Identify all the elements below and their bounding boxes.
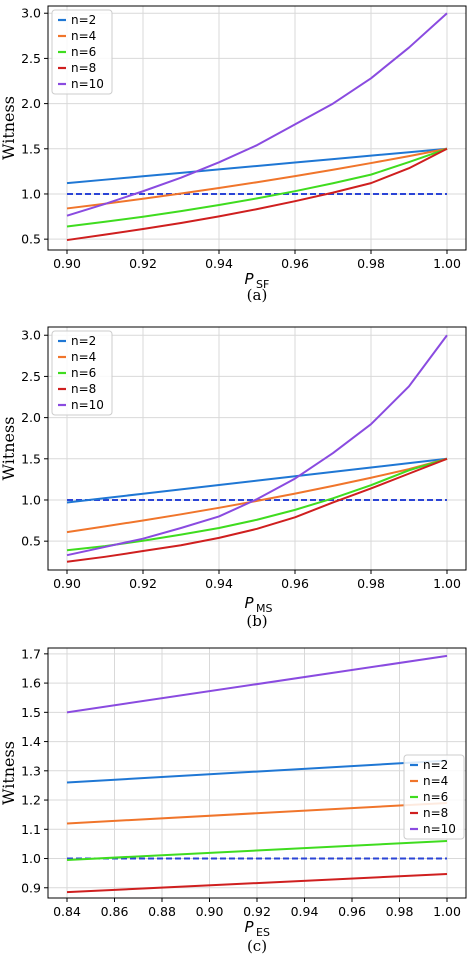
legend: n=2 n=4 n=6 n=8 n=10 xyxy=(403,754,465,840)
plot-frame xyxy=(47,326,467,571)
legend-label: n=2 xyxy=(71,13,96,27)
x-axis-label-subscript: MS xyxy=(256,602,272,615)
y-tick-label: 1.6 xyxy=(21,676,41,691)
legend-label: n=6 xyxy=(71,366,96,380)
x-tick-label: 1.00 xyxy=(433,904,461,919)
x-axis-label-subscript: SF xyxy=(256,278,269,291)
x-tick-label: 1.00 xyxy=(433,576,461,591)
x-tick-label: 0.98 xyxy=(386,904,414,919)
series-line-n-2 xyxy=(66,457,448,504)
series-line-n-6 xyxy=(66,839,448,861)
chart-panel-b: 0.90 0.92 0.94 0.96 0.98 1.00 0.5 1.0 1.5 2.0 2.5 3… xyxy=(0,326,467,630)
y-tick-label: 0.5 xyxy=(21,232,41,247)
panel-caption: (b) xyxy=(246,612,267,630)
y-tick-label: 1.5 xyxy=(21,705,41,720)
x-axis-label-subscript: ES xyxy=(256,926,270,939)
y-tick-label: 1.7 xyxy=(21,646,41,661)
x-tick-label: 0.84 xyxy=(53,904,81,919)
x-tick-label: 0.94 xyxy=(205,256,233,271)
legend-label: n=2 xyxy=(71,334,96,348)
panel-caption: (a) xyxy=(247,286,268,304)
x-tick-label: 0.92 xyxy=(129,256,157,271)
x-tick-label: 0.90 xyxy=(53,256,81,271)
plot-frame xyxy=(47,647,467,899)
legend-box xyxy=(403,754,465,840)
x-tick-label: 0.88 xyxy=(148,904,176,919)
series-line-n-4 xyxy=(66,457,448,534)
x-tick-label: 0.98 xyxy=(357,576,385,591)
y-tick-label: 1.4 xyxy=(21,734,41,749)
legend-label: n=6 xyxy=(423,790,448,804)
y-tick-label: 3.0 xyxy=(21,328,41,343)
legend-label: n=8 xyxy=(423,806,448,820)
legend-label: n=8 xyxy=(71,382,96,396)
x-axis-label: P xyxy=(244,918,254,936)
chart-panel-c: 0.84 0.86 0.88 0.90 0.92 0.94 0.96 0.98 1.00 0.9 1… xyxy=(0,646,467,955)
y-tick-label: 3.0 xyxy=(21,6,41,21)
legend-box xyxy=(51,9,113,95)
x-tick-label: 0.92 xyxy=(243,904,271,919)
y-tick-label: 1.0 xyxy=(21,492,41,507)
y-tick-label: 1.5 xyxy=(21,451,41,466)
y-tick-label: 2.0 xyxy=(21,410,41,425)
y-tick-label: 2.5 xyxy=(21,51,41,66)
y-tick-label: 2.0 xyxy=(21,96,41,111)
y-tick-label: 1.1 xyxy=(21,822,41,837)
x-tick-label: 0.96 xyxy=(281,576,309,591)
x-tick-label: 0.90 xyxy=(53,576,81,591)
x-tick-label: 0.90 xyxy=(196,904,224,919)
legend-label: n=8 xyxy=(71,61,96,75)
series-line-n-10 xyxy=(66,334,448,557)
y-tick-label: 1.0 xyxy=(21,851,41,866)
legend-label: n=10 xyxy=(423,822,456,836)
series-line-n-4 xyxy=(66,801,448,825)
series-line-n-2 xyxy=(66,147,448,185)
y-tick-label: 1.5 xyxy=(21,141,41,156)
legend-label: n=4 xyxy=(423,774,448,788)
x-tick-label: 1.00 xyxy=(433,256,461,271)
y-tick-label: 2.5 xyxy=(21,369,41,384)
y-axis-label: Witness xyxy=(0,741,18,805)
x-tick-label: 0.92 xyxy=(129,576,157,591)
legend-label: n=10 xyxy=(71,77,104,91)
x-tick-label: 0.94 xyxy=(205,576,233,591)
series-line-n-8 xyxy=(66,873,448,894)
series-line-n-6 xyxy=(66,147,448,228)
x-tick-label: 0.96 xyxy=(338,904,366,919)
x-tick-label: 0.94 xyxy=(291,904,319,919)
legend-label: n=10 xyxy=(71,398,104,412)
legend-label: n=6 xyxy=(71,45,96,59)
plot-frame xyxy=(47,5,467,251)
x-axis-label: P xyxy=(244,594,254,612)
series-line-n-4 xyxy=(66,147,448,210)
series-line-n-8 xyxy=(66,457,448,563)
y-tick-label: 0.5 xyxy=(21,534,41,549)
y-tick-label: 1.2 xyxy=(21,793,41,808)
x-tick-label: 0.96 xyxy=(281,256,309,271)
panel-caption: (c) xyxy=(247,937,267,955)
legend: n=2 n=4 n=6 n=8 n=10 xyxy=(51,330,113,416)
y-axis-label: Witness xyxy=(0,96,18,160)
y-tick-label: 1.3 xyxy=(21,763,41,778)
y-tick-label: 1.0 xyxy=(21,186,41,201)
series-line-n-6 xyxy=(66,457,448,552)
series-line-n-2 xyxy=(66,759,448,784)
y-tick-label: 0.9 xyxy=(21,880,41,895)
legend-label: n=4 xyxy=(71,350,96,364)
legend: n=2 n=4 n=6 n=8 n=10 xyxy=(51,9,113,95)
legend-box xyxy=(51,330,113,416)
x-tick-label: 0.98 xyxy=(357,256,385,271)
x-axis-label: P xyxy=(244,270,254,288)
legend-label: n=4 xyxy=(71,29,96,43)
series-line-n-10 xyxy=(66,12,448,217)
chart-panel-a: 0.90 0.92 0.94 0.96 0.98 1.00 0.5 1.0 1.5 2.0 2.5 3… xyxy=(0,5,467,304)
legend-label: n=2 xyxy=(423,758,448,772)
x-tick-label: 0.86 xyxy=(101,904,129,919)
series-line-n-8 xyxy=(66,147,448,242)
y-axis-label: Witness xyxy=(0,417,18,481)
series-line-n-10 xyxy=(66,654,448,714)
